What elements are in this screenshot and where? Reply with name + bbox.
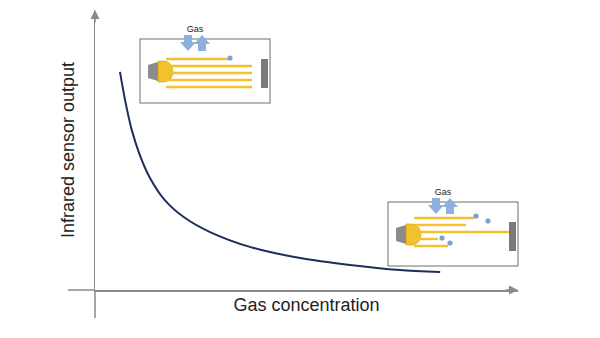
svg-text:Infrared sensor output: Infrared sensor output (58, 62, 78, 238)
svg-text:Gas concentration: Gas concentration (233, 295, 379, 315)
svg-text:Gas: Gas (187, 24, 204, 34)
svg-text:Gas: Gas (435, 187, 452, 197)
